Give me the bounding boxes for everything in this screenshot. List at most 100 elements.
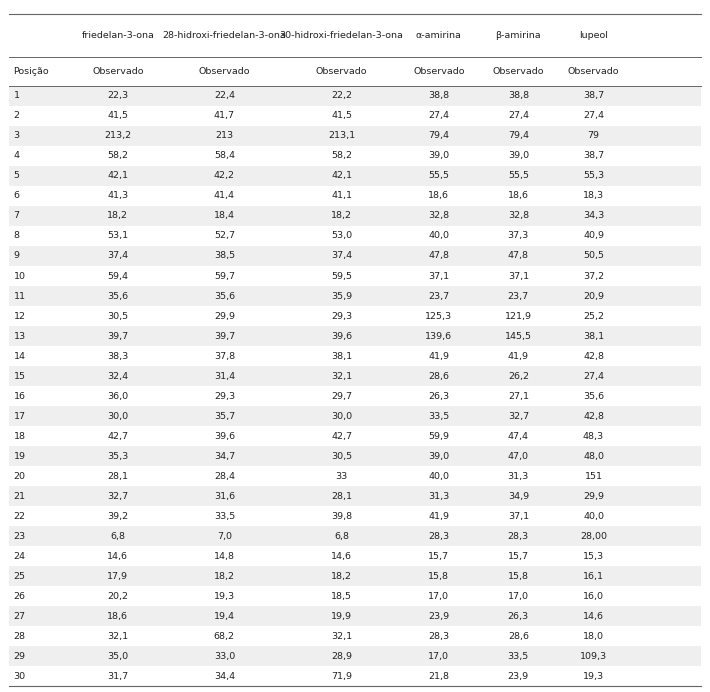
Text: 42,7: 42,7 bbox=[331, 432, 352, 441]
Text: 26: 26 bbox=[13, 592, 26, 601]
Text: 9: 9 bbox=[13, 251, 19, 260]
Text: 38,7: 38,7 bbox=[583, 152, 604, 161]
Text: 15,8: 15,8 bbox=[428, 572, 449, 581]
Text: 31,4: 31,4 bbox=[214, 372, 235, 381]
Text: Observado: Observado bbox=[493, 66, 544, 76]
Text: 42,2: 42,2 bbox=[214, 172, 235, 181]
Text: 16: 16 bbox=[13, 392, 26, 401]
Text: 28,3: 28,3 bbox=[508, 531, 529, 541]
Text: 29,9: 29,9 bbox=[583, 492, 604, 501]
Text: 6,8: 6,8 bbox=[334, 531, 349, 541]
Text: Observado: Observado bbox=[568, 66, 619, 76]
Text: 38,3: 38,3 bbox=[107, 352, 129, 361]
Text: 28,6: 28,6 bbox=[508, 632, 529, 641]
Text: 3: 3 bbox=[13, 131, 20, 140]
Text: 29,7: 29,7 bbox=[331, 392, 352, 401]
Text: 37,2: 37,2 bbox=[583, 271, 604, 280]
Text: 28,3: 28,3 bbox=[428, 531, 449, 541]
Text: 33,0: 33,0 bbox=[214, 652, 235, 661]
Text: 25,2: 25,2 bbox=[583, 311, 604, 320]
Text: 32,1: 32,1 bbox=[107, 632, 129, 641]
Text: 14,6: 14,6 bbox=[331, 552, 352, 561]
Text: 15,7: 15,7 bbox=[508, 552, 529, 561]
Text: 19,3: 19,3 bbox=[214, 592, 235, 601]
Text: 59,7: 59,7 bbox=[214, 271, 235, 280]
Bar bbox=[9, 126, 701, 146]
Text: 17,0: 17,0 bbox=[508, 592, 529, 601]
Text: 17,0: 17,0 bbox=[428, 652, 449, 661]
Text: 18,4: 18,4 bbox=[214, 212, 235, 221]
Text: 139,6: 139,6 bbox=[425, 331, 452, 340]
Text: 58,2: 58,2 bbox=[331, 152, 352, 161]
Bar bbox=[9, 426, 701, 446]
Text: 30,0: 30,0 bbox=[331, 412, 352, 421]
Text: 213,2: 213,2 bbox=[104, 131, 131, 140]
Text: 39,7: 39,7 bbox=[107, 331, 129, 340]
Text: 6: 6 bbox=[13, 192, 19, 201]
Text: 41,9: 41,9 bbox=[508, 352, 529, 361]
Text: 68,2: 68,2 bbox=[214, 632, 235, 641]
Bar bbox=[9, 546, 701, 566]
Text: 28,9: 28,9 bbox=[331, 652, 352, 661]
Text: 28,1: 28,1 bbox=[331, 492, 352, 501]
Bar bbox=[9, 346, 701, 366]
Text: 47,4: 47,4 bbox=[508, 432, 529, 441]
Text: 52,7: 52,7 bbox=[214, 231, 235, 241]
Text: 25: 25 bbox=[13, 572, 26, 581]
Text: 14: 14 bbox=[13, 352, 26, 361]
Text: 27,4: 27,4 bbox=[508, 111, 529, 120]
Text: 40,9: 40,9 bbox=[583, 231, 604, 241]
Text: Observado: Observado bbox=[199, 66, 250, 76]
Text: 39,0: 39,0 bbox=[508, 152, 529, 161]
Text: 42,1: 42,1 bbox=[107, 172, 129, 181]
Text: 35,9: 35,9 bbox=[331, 291, 352, 300]
Text: 50,5: 50,5 bbox=[583, 251, 604, 260]
Text: 21: 21 bbox=[13, 492, 26, 501]
Text: 23,7: 23,7 bbox=[508, 291, 529, 300]
Bar bbox=[9, 106, 701, 126]
Text: 39,0: 39,0 bbox=[428, 152, 449, 161]
Bar bbox=[9, 226, 701, 246]
Text: 151: 151 bbox=[584, 472, 603, 481]
Text: 71,9: 71,9 bbox=[331, 672, 352, 681]
Text: 42,1: 42,1 bbox=[331, 172, 352, 181]
Text: 38,7: 38,7 bbox=[583, 91, 604, 100]
Text: 33,5: 33,5 bbox=[428, 412, 449, 421]
Text: 40,0: 40,0 bbox=[428, 472, 449, 481]
Bar bbox=[9, 286, 701, 306]
Text: 59,9: 59,9 bbox=[428, 432, 449, 441]
Text: Observado: Observado bbox=[92, 66, 143, 76]
Text: 33,5: 33,5 bbox=[508, 652, 529, 661]
Text: 42,8: 42,8 bbox=[583, 352, 604, 361]
Text: 7,0: 7,0 bbox=[217, 531, 232, 541]
Text: 28-hidroxi-friedelan-3-ona: 28-hidroxi-friedelan-3-ona bbox=[163, 30, 286, 40]
Text: 26,3: 26,3 bbox=[428, 392, 449, 401]
Text: 29,3: 29,3 bbox=[331, 311, 352, 320]
Text: 34,7: 34,7 bbox=[214, 452, 235, 461]
Text: 18,0: 18,0 bbox=[583, 632, 604, 641]
Text: 48,0: 48,0 bbox=[583, 452, 604, 461]
Text: 18,2: 18,2 bbox=[214, 572, 235, 581]
Text: Observado: Observado bbox=[316, 66, 367, 76]
Text: 19,3: 19,3 bbox=[583, 672, 604, 681]
Text: 15: 15 bbox=[13, 372, 26, 381]
Text: 28: 28 bbox=[13, 632, 26, 641]
Text: 20: 20 bbox=[13, 472, 26, 481]
Text: 40,0: 40,0 bbox=[428, 231, 449, 241]
Text: 23: 23 bbox=[13, 531, 26, 541]
Bar bbox=[9, 86, 701, 106]
Text: 34,4: 34,4 bbox=[214, 672, 235, 681]
Text: 27,4: 27,4 bbox=[428, 111, 449, 120]
Text: 41,5: 41,5 bbox=[107, 111, 129, 120]
Text: 42,7: 42,7 bbox=[107, 432, 129, 441]
Text: 18,5: 18,5 bbox=[331, 592, 352, 601]
Text: 53,1: 53,1 bbox=[107, 231, 129, 241]
Bar bbox=[9, 646, 701, 666]
Text: 32,4: 32,4 bbox=[107, 372, 129, 381]
Text: 29: 29 bbox=[13, 652, 26, 661]
Text: 32,1: 32,1 bbox=[331, 632, 352, 641]
Text: 4: 4 bbox=[13, 152, 19, 161]
Text: 79,4: 79,4 bbox=[428, 131, 449, 140]
Text: 26,3: 26,3 bbox=[508, 612, 529, 621]
Bar bbox=[9, 146, 701, 166]
